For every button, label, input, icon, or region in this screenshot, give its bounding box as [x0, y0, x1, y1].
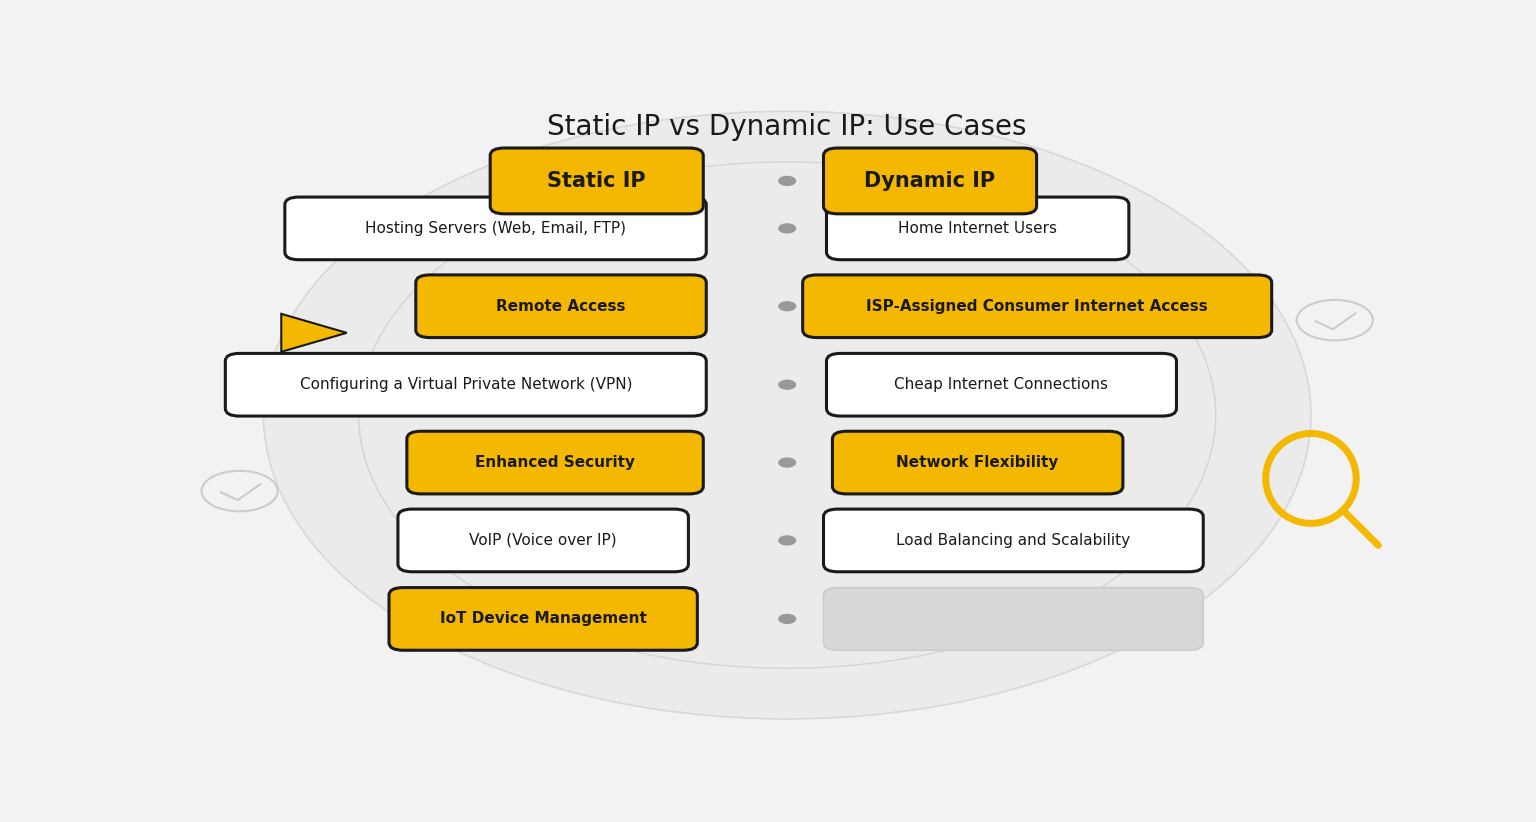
- Text: Static IP vs Dynamic IP: Use Cases: Static IP vs Dynamic IP: Use Cases: [547, 113, 1028, 141]
- Circle shape: [779, 381, 796, 389]
- FancyBboxPatch shape: [826, 353, 1177, 416]
- FancyBboxPatch shape: [407, 432, 703, 494]
- Circle shape: [779, 458, 796, 467]
- FancyBboxPatch shape: [823, 509, 1203, 572]
- FancyBboxPatch shape: [490, 148, 703, 214]
- FancyBboxPatch shape: [823, 148, 1037, 214]
- FancyBboxPatch shape: [284, 197, 707, 260]
- Text: Hosting Servers (Web, Email, FTP): Hosting Servers (Web, Email, FTP): [366, 221, 627, 236]
- Text: VoIP (Voice over IP): VoIP (Voice over IP): [470, 533, 617, 548]
- Text: ISP-Assigned Consumer Internet Access: ISP-Assigned Consumer Internet Access: [866, 298, 1207, 314]
- Circle shape: [779, 536, 796, 545]
- FancyBboxPatch shape: [823, 588, 1203, 650]
- Text: Home Internet Users: Home Internet Users: [899, 221, 1057, 236]
- Text: Dynamic IP: Dynamic IP: [865, 171, 995, 191]
- FancyBboxPatch shape: [226, 353, 707, 416]
- Text: Cheap Internet Connections: Cheap Internet Connections: [894, 377, 1109, 392]
- Circle shape: [779, 224, 796, 233]
- Text: Configuring a Virtual Private Network (VPN): Configuring a Virtual Private Network (V…: [300, 377, 631, 392]
- FancyBboxPatch shape: [398, 509, 688, 572]
- FancyBboxPatch shape: [389, 588, 697, 650]
- Text: Remote Access: Remote Access: [496, 298, 625, 314]
- Text: IoT Device Management: IoT Device Management: [439, 612, 647, 626]
- Polygon shape: [281, 314, 347, 352]
- Text: Load Balancing and Scalability: Load Balancing and Scalability: [897, 533, 1130, 548]
- Circle shape: [779, 615, 796, 623]
- FancyBboxPatch shape: [833, 432, 1123, 494]
- FancyBboxPatch shape: [803, 275, 1272, 338]
- Text: Enhanced Security: Enhanced Security: [475, 455, 634, 470]
- Circle shape: [779, 302, 796, 311]
- FancyBboxPatch shape: [826, 197, 1129, 260]
- Text: Static IP: Static IP: [547, 171, 647, 191]
- Text: Network Flexibility: Network Flexibility: [897, 455, 1058, 470]
- FancyBboxPatch shape: [416, 275, 707, 338]
- Ellipse shape: [264, 111, 1312, 719]
- Circle shape: [779, 177, 796, 185]
